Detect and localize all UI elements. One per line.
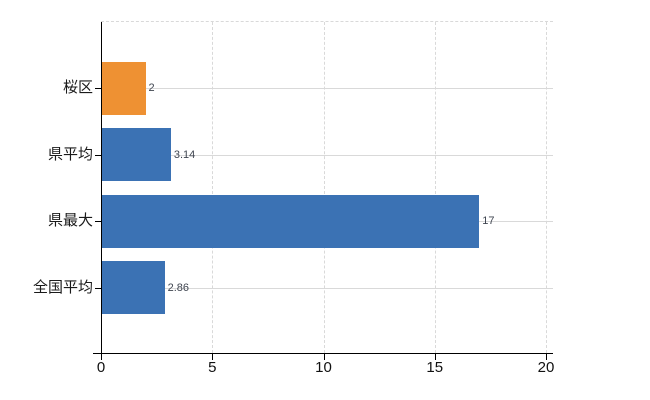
bar [101,61,146,115]
x-tick-mark [546,354,547,360]
bar [101,128,171,182]
x-tick-mark [101,354,102,360]
y-tick-mark [95,154,101,156]
x-tick-label: 10 [315,359,332,376]
x-tick-label: 0 [96,359,106,376]
y-axis-line [101,22,102,354]
x-gridline [546,22,547,353]
x-tick-mark [212,354,214,360]
x-tick-label: 15 [426,359,444,376]
x-tick-mark [434,354,436,360]
y-tick-mark [95,221,101,223]
x-tick-mark [323,354,325,360]
plot-top-border [101,21,553,22]
bar [101,261,165,315]
x-gridline [323,22,325,353]
x-gridline [434,22,436,353]
category-label: 桜区 [62,79,93,97]
value-label: 2.86 [167,281,190,294]
category-label: 県最大 [47,212,93,230]
category-label: 全国平均 [32,278,93,296]
category-gridline [101,88,553,90]
x-tick-label: 20 [537,359,555,376]
x-gridline [212,22,214,353]
x-axis-line [93,353,553,354]
y-tick-mark [95,88,101,90]
value-label: 2 [148,82,155,95]
category-label: 県平均 [47,145,93,163]
category-gridline [101,154,553,156]
y-tick-mark [95,287,101,289]
x-tick-label: 5 [208,359,217,376]
value-label: 3.14 [173,148,196,161]
value-label: 17 [482,215,495,228]
category-gridline [101,287,553,289]
bar [101,194,480,248]
